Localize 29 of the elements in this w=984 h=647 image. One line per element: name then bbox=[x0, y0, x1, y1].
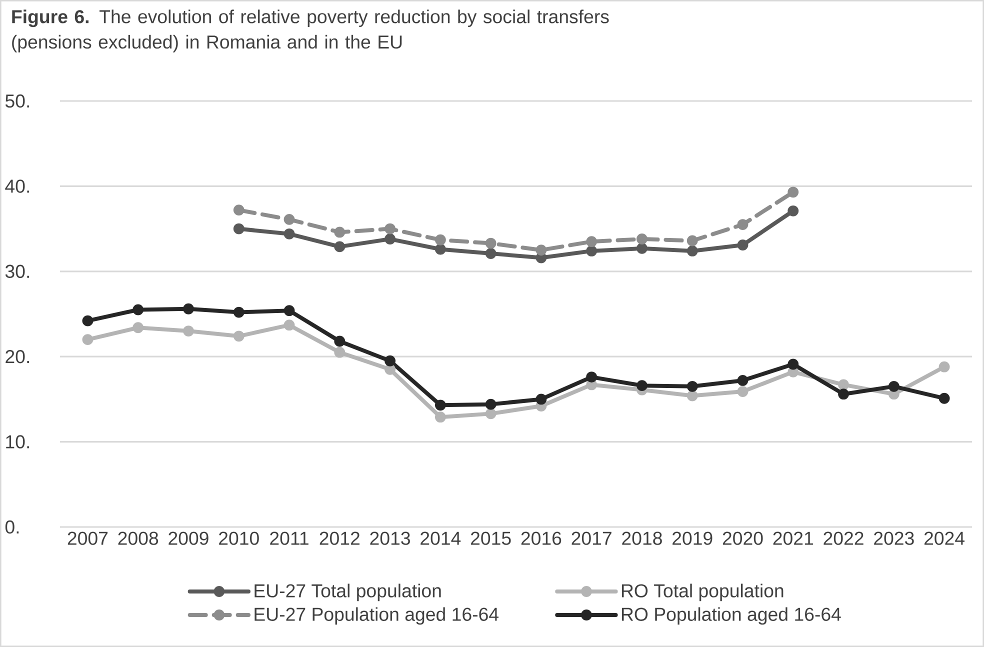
x-tick-label: 2022 bbox=[824, 532, 864, 545]
x-tick-label: 2009 bbox=[168, 532, 208, 545]
x-tick-label: 2013 bbox=[370, 532, 410, 545]
y-tick-label: 50. bbox=[5, 94, 29, 108]
y-tick-label: 30. bbox=[5, 264, 29, 278]
x-tick-label: 2007 bbox=[68, 532, 108, 545]
y-tick-label: 20. bbox=[6, 350, 29, 364]
x-tick-label: 2021 bbox=[773, 532, 813, 545]
legend-label: EU-27 Total population bbox=[254, 584, 441, 602]
y-tick-label: 10. bbox=[6, 435, 29, 448]
y-tick-label: 40. bbox=[5, 180, 29, 193]
x-tick-label: 2012 bbox=[320, 532, 360, 545]
chart-title: Figure 6. The evolution of relative poverty reduction by social transfers (pensions excluded) in Romania and in the EU bbox=[12, 10, 609, 52]
y-tick-label: 0. bbox=[5, 520, 19, 534]
legend-label: RO Population aged 16-64 bbox=[622, 607, 841, 625]
x-tick-label: 2019 bbox=[672, 532, 712, 545]
x-tick-label: 2024 bbox=[924, 532, 964, 545]
legend-label: RO Total population bbox=[622, 584, 784, 602]
x-tick-label: 2016 bbox=[521, 532, 562, 545]
x-tick-label: 2014 bbox=[420, 532, 461, 545]
x-tick-label: 2010 bbox=[219, 532, 259, 545]
x-tick-label: 2008 bbox=[118, 532, 158, 545]
x-tick-label: 2017 bbox=[572, 532, 612, 545]
x-tick-label: 2023 bbox=[874, 532, 914, 545]
x-tick-label: 2015 bbox=[470, 532, 511, 545]
x-tick-label: 2011 bbox=[270, 532, 308, 545]
x-tick-label: 2018 bbox=[622, 532, 662, 545]
x-tick-label: 2020 bbox=[722, 532, 763, 545]
legend-label: EU-27 Population aged 16-64 bbox=[254, 607, 499, 625]
